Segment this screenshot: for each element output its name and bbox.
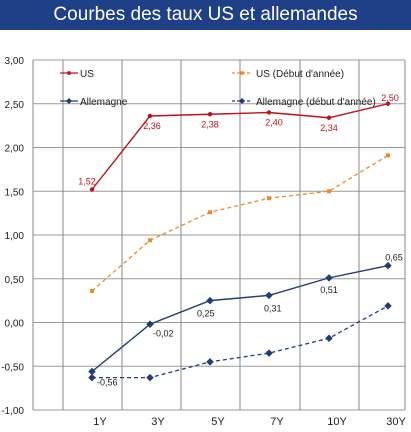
data-point (239, 98, 245, 104)
series-line (92, 305, 389, 379)
data-point (89, 187, 95, 192)
series-1 (90, 153, 390, 293)
y-tick-label: 2,00 (5, 144, 25, 155)
data-labels: 1,52 2,36 2,38 2,40 2,34 2,50 -0,56 -0,02 0,25 0,… (78, 93, 403, 388)
series-0 (89, 101, 391, 192)
x-tick-label: 10Y (327, 416, 347, 428)
y-tick-label: 1,00 (5, 231, 25, 242)
data-label: 2,34 (320, 123, 338, 133)
data-point (386, 153, 390, 158)
y-tick-label: -1,00 (1, 406, 24, 417)
data-point (66, 98, 72, 104)
x-tick-label: 3Y (151, 416, 165, 428)
y-tick-label: 0,00 (5, 319, 25, 330)
legend-label: US (80, 69, 94, 80)
data-point (146, 320, 154, 328)
data-label: 0,25 (197, 309, 215, 319)
data-label: 0,31 (264, 303, 282, 313)
y-tick-label: -0,50 (1, 362, 24, 373)
series-line (91, 103, 389, 190)
x-axis-ticks: 1Y 3Y 5Y 7Y 10Y 30Y (93, 416, 406, 428)
chart-title: Courbes des taux US et allemandes (0, 0, 411, 30)
y-tick-label: 1,50 (5, 187, 25, 198)
data-label: 1,52 (78, 177, 96, 187)
data-point (267, 196, 271, 201)
data-point (327, 189, 331, 194)
data-point (148, 238, 152, 243)
legend-label: Allemagne (début d'année) (256, 97, 376, 108)
data-point (240, 71, 244, 75)
data-point (326, 115, 332, 120)
data-point (325, 274, 333, 282)
x-tick-label: 30Y (386, 416, 406, 428)
legend-label: Allemagne (80, 97, 128, 108)
series-group (88, 101, 392, 382)
data-point (90, 289, 94, 293)
y-axis-ticks: 3,00 2,50 2,00 1,50 1,00 0,50 0,00 -0,50 -1,00 (1, 56, 24, 417)
series-line (91, 154, 389, 292)
data-label: 2,40 (265, 118, 283, 128)
series-3 (88, 302, 392, 382)
data-point (384, 302, 392, 310)
data-label: 0,65 (385, 253, 403, 263)
legend-item: Allemagne (60, 97, 128, 108)
data-point (88, 367, 96, 376)
series-2 (88, 261, 392, 376)
data-label: -0,02 (153, 328, 174, 338)
line-chart: 3,00 2,50 2,00 1,50 1,00 0,50 0,00 -0,50 -1,00 1… (1, 56, 406, 428)
data-point (385, 101, 391, 106)
legend: US US (Début d'année) Allemagne Allemagne (… (60, 69, 376, 108)
data-point (88, 373, 96, 382)
data-label: 0,51 (320, 285, 338, 295)
data-point (265, 349, 273, 357)
legend-item: US (Début d'année) (232, 69, 344, 80)
data-point (147, 113, 153, 119)
data-point (206, 296, 214, 305)
data-point (265, 291, 273, 300)
y-tick-label: 2,50 (5, 100, 25, 111)
gridlines (32, 59, 406, 411)
data-label: 2,36 (143, 121, 161, 131)
data-label: 2,38 (201, 119, 219, 129)
data-point (384, 261, 392, 270)
series-line (91, 264, 389, 373)
data-label: -0,56 (97, 378, 118, 388)
legend-label: US (Début d'année) (256, 69, 344, 80)
x-tick-label: 1Y (93, 416, 107, 428)
legend-item: Allemagne (début d'année) (232, 97, 376, 108)
data-point (325, 334, 333, 342)
data-point (206, 358, 214, 366)
data-label: 2,50 (381, 93, 399, 103)
data-point (67, 71, 71, 75)
x-tick-label: 7Y (270, 416, 284, 428)
data-point (266, 110, 272, 115)
data-point (208, 210, 212, 215)
y-tick-label: 0,50 (5, 275, 25, 286)
data-point (207, 112, 213, 117)
y-tick-label: 3,00 (5, 56, 25, 67)
x-tick-label: 5Y (211, 416, 225, 428)
data-point (146, 373, 154, 382)
legend-item: US (60, 69, 94, 80)
